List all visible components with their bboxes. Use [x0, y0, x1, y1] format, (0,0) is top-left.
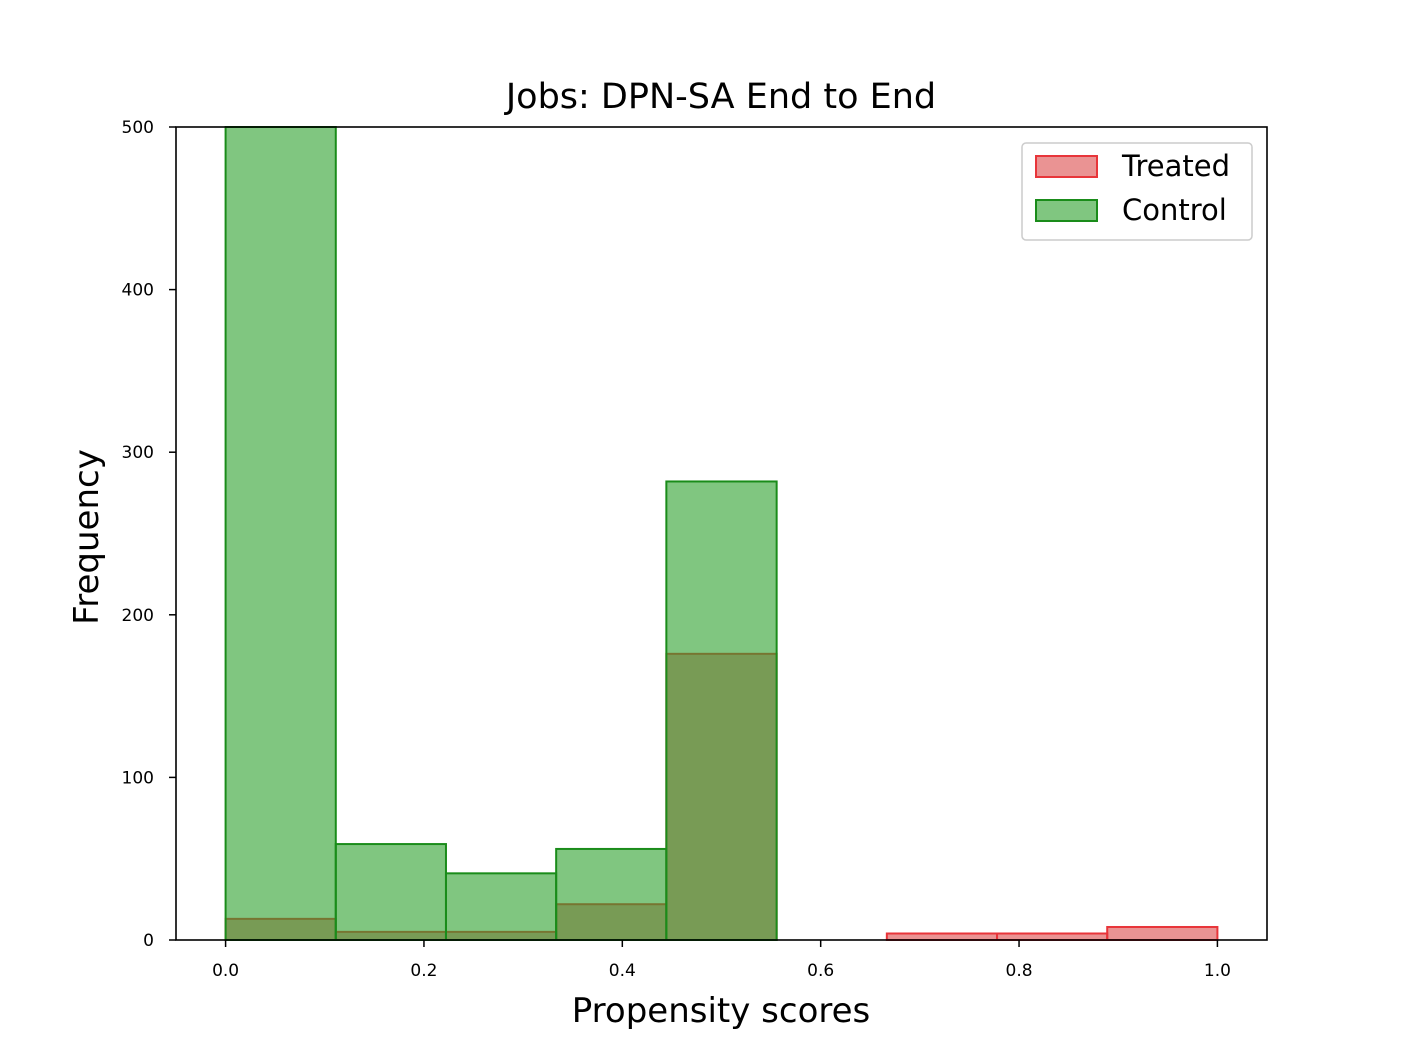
- legend-swatch-treated: [1035, 155, 1098, 178]
- y-tick-label: 0: [143, 931, 154, 951]
- bar-control-bin-4: [665, 480, 778, 941]
- plot-frame: [175, 126, 1268, 941]
- legend-label-control: Control: [1122, 193, 1227, 227]
- bar-treated-bin-7: [996, 932, 1109, 941]
- y-tick-label: 300: [122, 443, 154, 463]
- y-axis-title: Frequency: [67, 449, 107, 625]
- x-tick-label: 0.6: [807, 961, 834, 981]
- bar-treated-bin-6: [885, 932, 999, 941]
- ticks-layer: 0.0 0.2 0.4 0.6 0.8 1.0 0 100 200 300 400 500: [122, 118, 1231, 981]
- bar-treated-bin-8: [1106, 925, 1219, 942]
- x-tick-label: 0.2: [410, 961, 437, 981]
- bars-layer: [224, 126, 1219, 942]
- chart-title: Jobs: DPN-SA End to End: [504, 77, 936, 117]
- y-tick-label: 200: [122, 606, 154, 626]
- x-tick-label: 1.0: [1204, 961, 1231, 981]
- legend: Treated Control: [1021, 142, 1253, 241]
- bar-control-bin-3: [555, 847, 668, 941]
- y-tick-label: 100: [122, 768, 154, 788]
- x-tick-label: 0.8: [1006, 961, 1033, 981]
- y-tick-label: 400: [122, 281, 154, 301]
- x-axis-title: Propensity scores: [572, 991, 870, 1031]
- x-tick-label: 0.0: [212, 961, 239, 981]
- bar-control-bin-0: [224, 126, 337, 941]
- legend-swatch-control: [1035, 199, 1098, 222]
- bar-control-bin-2: [444, 872, 558, 941]
- legend-label-treated: Treated: [1121, 149, 1230, 183]
- bar-control-bin-1: [334, 843, 447, 941]
- x-tick-label: 0.4: [609, 961, 636, 981]
- y-tick-label: 500: [122, 118, 154, 138]
